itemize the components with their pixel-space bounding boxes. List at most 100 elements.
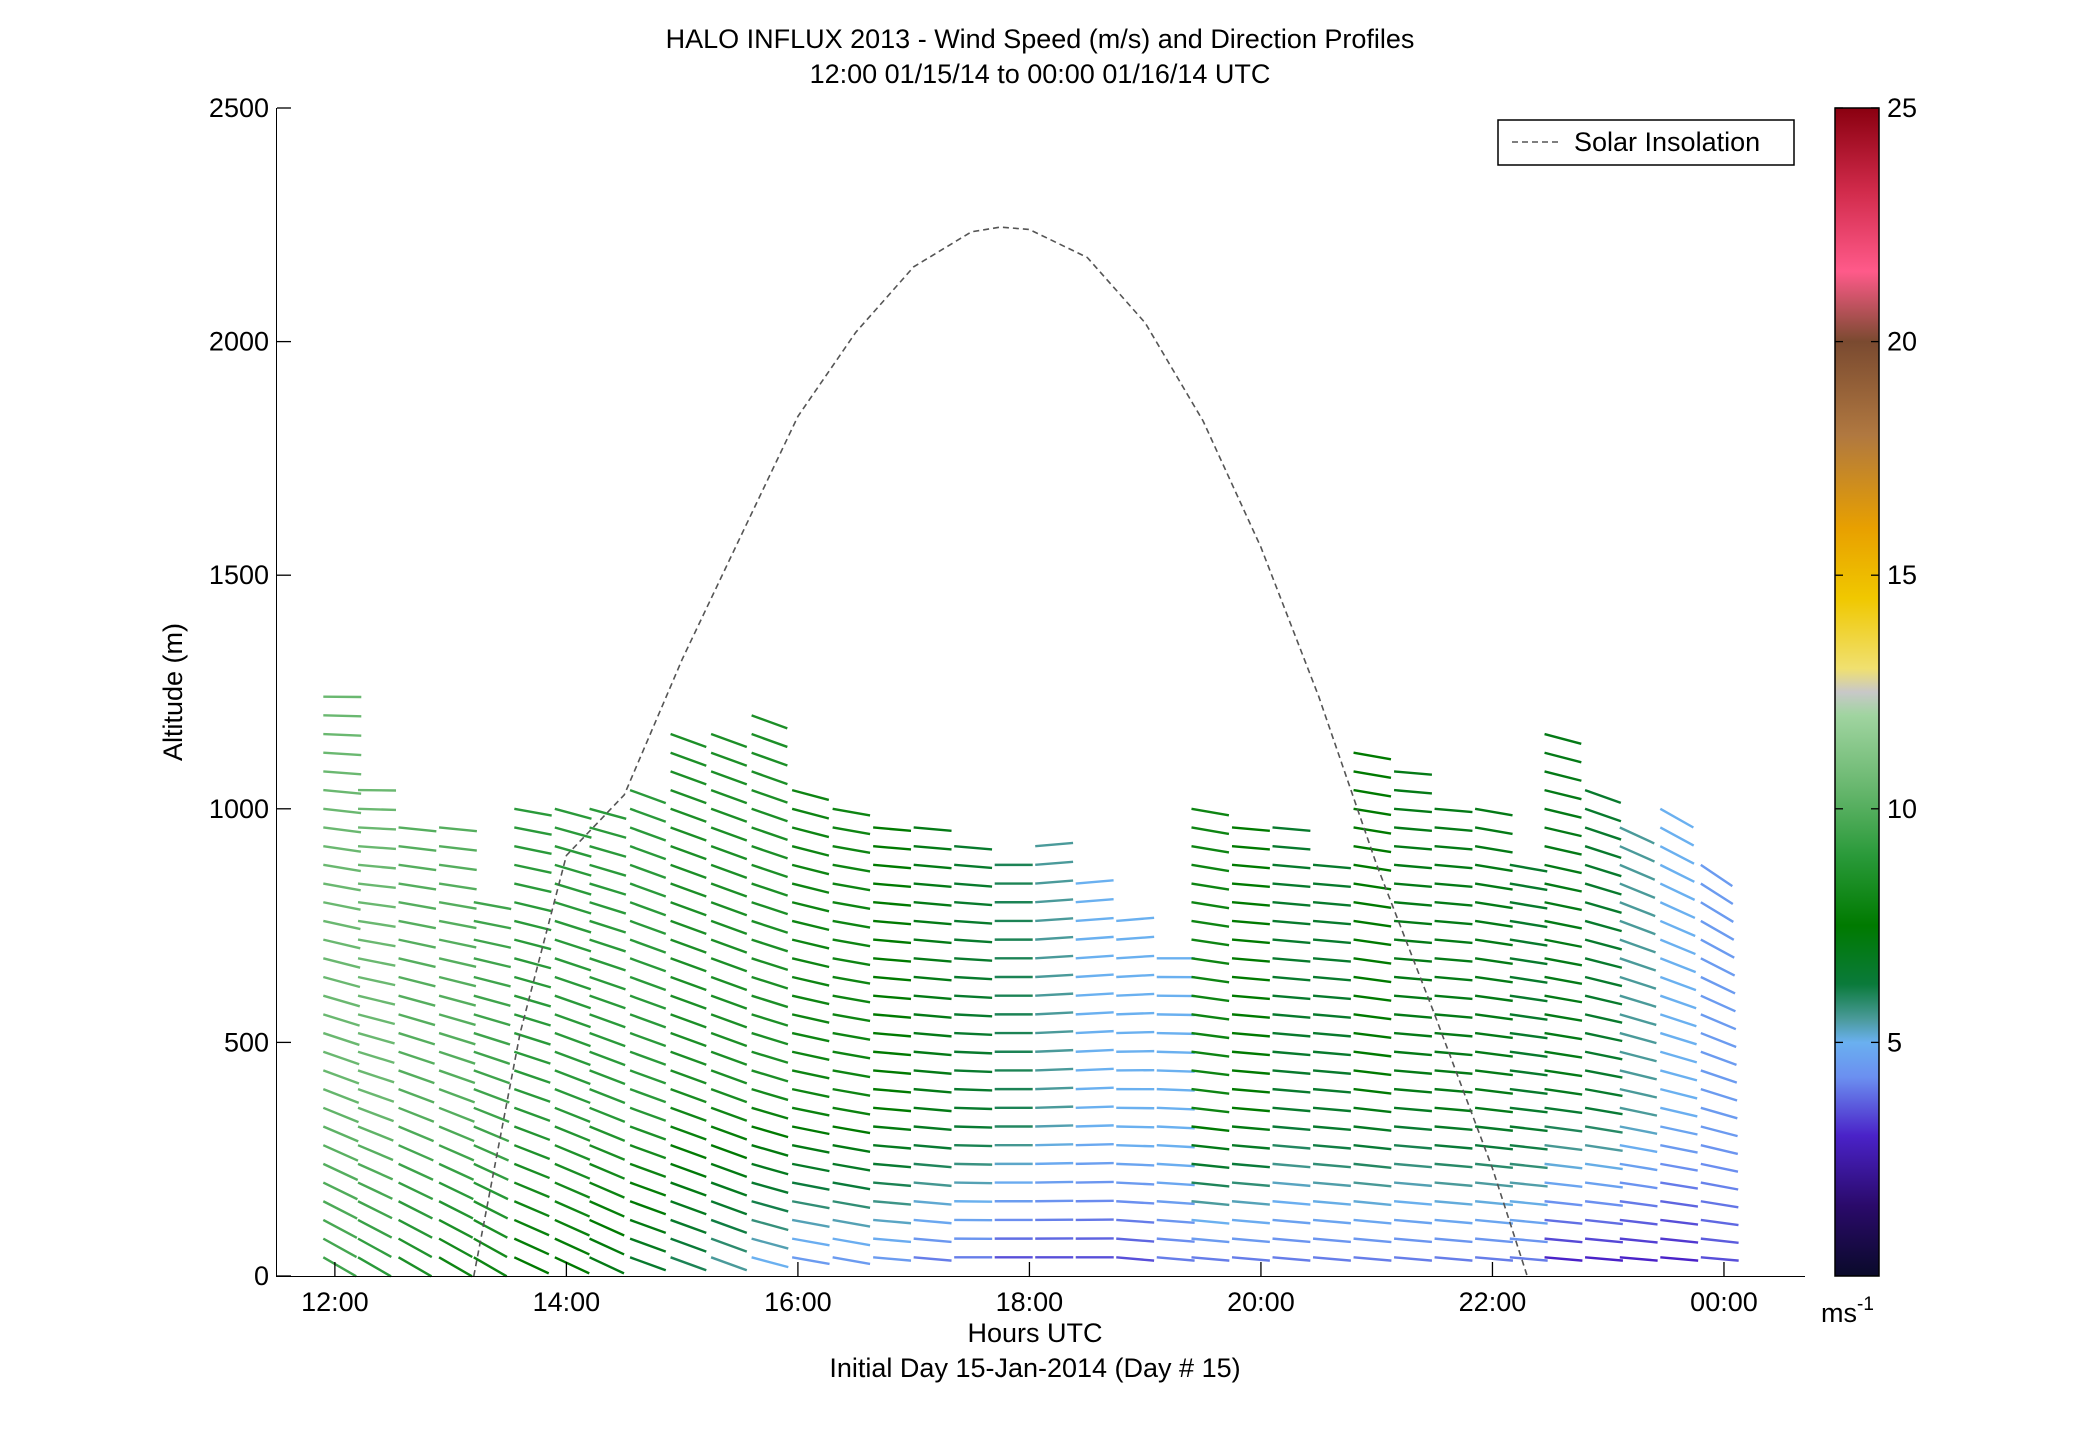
wind-barb — [474, 921, 511, 928]
wind-barb — [1545, 977, 1582, 984]
wind-barb — [1116, 918, 1154, 921]
wind-barb — [439, 940, 476, 948]
wind-barb — [671, 1108, 707, 1121]
wind-barb — [1232, 940, 1270, 943]
chart-title: HALO INFLUX 2013 - Wind Speed (m/s) and … — [666, 24, 1415, 54]
wind-barb — [1475, 865, 1513, 871]
wind-barb — [1076, 1182, 1114, 1183]
wind-barb — [1232, 1183, 1270, 1186]
wind-barb — [590, 977, 626, 989]
wind-barb — [1354, 1108, 1392, 1112]
wind-barb — [399, 958, 436, 967]
wind-barb — [833, 1239, 870, 1246]
wind-barb — [1116, 1145, 1154, 1146]
wind-barb — [590, 1220, 625, 1236]
wind-barb — [1585, 1145, 1623, 1151]
wind-barb — [1232, 1220, 1270, 1223]
wind-barb — [1435, 1201, 1473, 1204]
wind-barb — [954, 865, 992, 868]
wind-barb — [671, 1145, 707, 1158]
wind-barb — [1191, 865, 1228, 871]
wind-barb — [1701, 1108, 1738, 1118]
wind-barb — [514, 921, 551, 930]
wind-barb — [1585, 1164, 1623, 1169]
wind-barb — [1510, 884, 1547, 890]
wind-barb — [555, 884, 591, 895]
wind-barb — [323, 1145, 358, 1161]
wind-barb — [1035, 918, 1073, 921]
colorbar-unit-exponent: -1 — [1857, 1294, 1874, 1315]
wind-barb — [1035, 1125, 1073, 1126]
wind-barb — [1701, 1257, 1739, 1260]
wind-barb — [1191, 996, 1229, 1001]
wind-barb — [1394, 1201, 1432, 1204]
wind-barb — [1510, 1126, 1548, 1130]
wind-barb — [1394, 1183, 1432, 1186]
wind-barb — [873, 1070, 911, 1073]
wind-barb — [1701, 977, 1735, 993]
wind-barb — [358, 1257, 391, 1276]
wind-barb — [792, 1126, 829, 1134]
wind-barb — [1076, 1069, 1114, 1071]
wind-barb — [1273, 996, 1311, 999]
wind-barb — [323, 1052, 359, 1064]
wind-barb — [671, 771, 707, 784]
wind-barb — [555, 958, 591, 970]
wind-barb — [1273, 884, 1311, 887]
wind-barb — [474, 977, 511, 986]
wind-barb — [792, 977, 829, 986]
wind-barb — [954, 1033, 992, 1035]
wind-barb — [1354, 977, 1392, 982]
wind-barb — [630, 1108, 666, 1121]
wind-barb — [752, 1239, 789, 1249]
wind-barb — [1232, 1257, 1270, 1260]
wind-barb — [671, 958, 707, 971]
wind-barb — [1394, 809, 1432, 812]
wind-barb — [833, 1201, 870, 1208]
wind-barb — [1394, 1145, 1432, 1148]
wind-barb — [323, 1164, 357, 1180]
wind-barb — [1035, 881, 1073, 884]
wind-barb — [1191, 1126, 1229, 1130]
wind-barb — [1620, 1070, 1657, 1079]
wind-barb — [752, 977, 788, 988]
wind-barb — [752, 1126, 788, 1137]
wind-barb — [358, 958, 395, 965]
wind-barb — [399, 1014, 435, 1025]
wind-barb — [1354, 1033, 1392, 1038]
colorbar-tick-label: 20 — [1887, 327, 1917, 357]
wind-barb — [399, 1257, 432, 1276]
wind-barb — [1394, 790, 1432, 793]
wind-barb — [792, 1052, 829, 1060]
y-tick-label: 500 — [224, 1027, 269, 1057]
wind-barb — [1313, 1183, 1351, 1186]
wind-barb — [439, 846, 477, 850]
wind-barb — [1510, 1089, 1548, 1094]
wind-barb — [1354, 753, 1391, 760]
wind-barb — [914, 1089, 952, 1092]
wind-barb — [1545, 809, 1582, 818]
wind-barb — [323, 977, 360, 987]
wind-barb — [1620, 1145, 1657, 1152]
wind-barb — [752, 1164, 789, 1174]
wind-barb — [1191, 1089, 1229, 1094]
wind-barb — [630, 977, 666, 990]
wind-barb — [358, 1070, 394, 1082]
wind-barb — [1545, 1239, 1583, 1243]
wind-barb — [1313, 921, 1351, 924]
wind-barb — [555, 827, 592, 837]
wind-barb — [711, 1201, 747, 1214]
wind-barb — [1435, 1070, 1473, 1073]
wind-barb — [671, 1257, 707, 1270]
wind-barb — [792, 921, 829, 930]
wind-barb — [1701, 921, 1734, 940]
wind-barb — [1354, 1220, 1392, 1224]
wind-barb — [833, 1033, 870, 1040]
wind-barb — [1116, 956, 1154, 958]
wind-barb — [1620, 1220, 1658, 1224]
colorbar-gradient — [1835, 108, 1879, 1276]
wind-barb — [555, 1239, 590, 1255]
wind-barb — [1585, 958, 1622, 967]
wind-barb — [514, 1089, 550, 1102]
wind-barb — [873, 977, 911, 980]
